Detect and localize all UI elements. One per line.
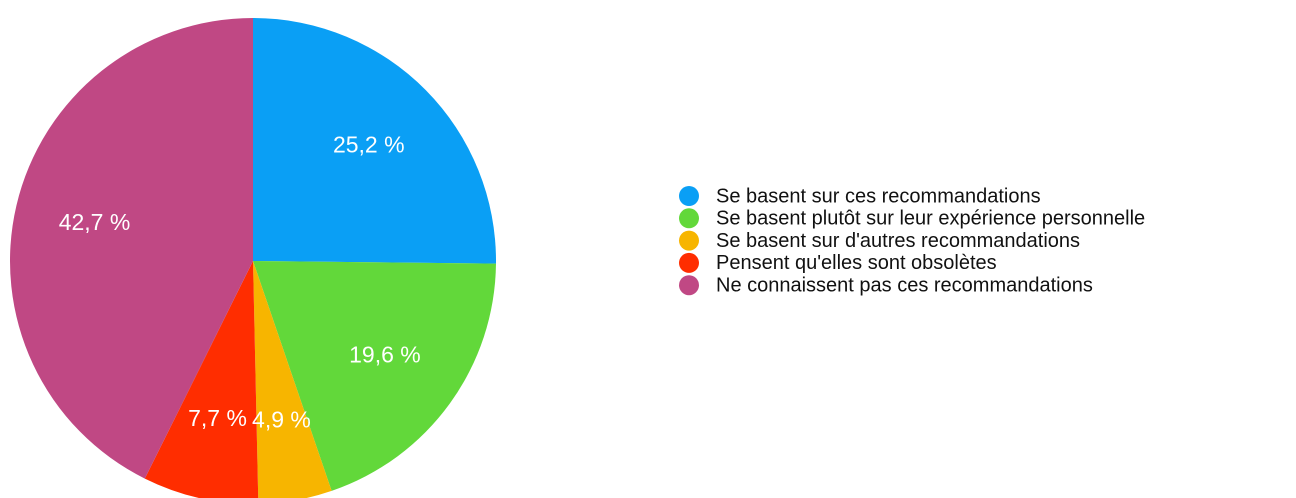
value-label: 7,7 % (188, 405, 247, 431)
pie-slice (9, 17, 253, 479)
value-label: 42,7 % (59, 209, 131, 235)
legend-label: Ne connaissent pas ces recommandations (716, 274, 1093, 296)
legend-label: Pensent qu'elles sont obsolètes (716, 252, 997, 274)
legend-label: Se basent plutôt sur leur expérience per… (716, 208, 1145, 230)
value-label: 4,9 % (252, 406, 311, 432)
legend-marker (679, 252, 699, 273)
legend-marker (679, 230, 699, 251)
legend-label: Se basent sur ces recommandations (716, 185, 1041, 207)
value-label: 19,6 % (349, 341, 421, 367)
pie-slice (253, 261, 332, 498)
legend-marker (679, 275, 699, 296)
legend-label: Se basent sur d'autres recommandations (716, 230, 1080, 252)
pie-slice (253, 18, 496, 264)
legend-marker (679, 208, 699, 229)
value-label: 25,2 % (333, 132, 405, 158)
pie-slice (253, 261, 496, 491)
legend-marker (679, 186, 699, 206)
pie-slice (144, 261, 259, 498)
